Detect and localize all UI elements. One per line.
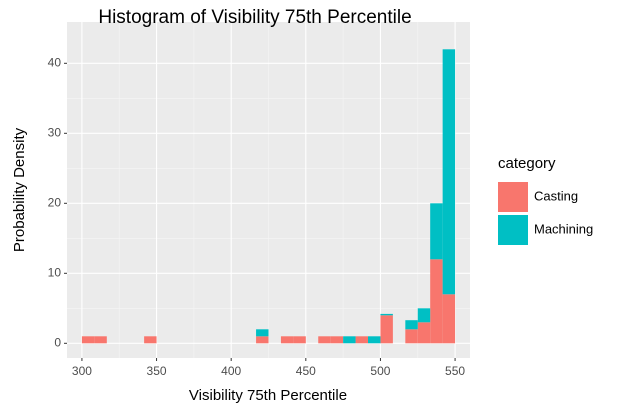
y-axis-title: Probability Density bbox=[11, 127, 28, 252]
legend-key bbox=[498, 215, 528, 245]
y-tick-label: 0 bbox=[54, 335, 61, 349]
x-tick-label: 550 bbox=[445, 364, 465, 378]
x-tick-label: 450 bbox=[296, 364, 316, 378]
bar bbox=[280, 336, 294, 344]
bar bbox=[318, 336, 331, 344]
legend-key bbox=[498, 182, 528, 212]
x-tick-label: 300 bbox=[72, 364, 92, 378]
bar bbox=[405, 320, 418, 330]
x-tick-label: 350 bbox=[147, 364, 167, 378]
bar bbox=[430, 203, 443, 260]
bar bbox=[293, 336, 306, 344]
bar bbox=[355, 336, 369, 344]
bar bbox=[330, 336, 344, 344]
bar bbox=[144, 336, 157, 344]
bar bbox=[368, 336, 381, 344]
bar bbox=[380, 313, 393, 316]
bar bbox=[442, 294, 456, 344]
bar bbox=[380, 315, 393, 344]
y-tick-label: 30 bbox=[48, 125, 62, 139]
bar bbox=[405, 329, 418, 344]
y-tick-label: 40 bbox=[48, 55, 62, 69]
bar bbox=[343, 336, 356, 344]
bar bbox=[256, 329, 269, 337]
x-tick-label: 400 bbox=[221, 364, 241, 378]
legend-title: category bbox=[498, 155, 556, 172]
legend-label: Machining bbox=[534, 221, 593, 236]
bar bbox=[417, 308, 431, 323]
bar bbox=[417, 322, 431, 344]
y-tick-label: 10 bbox=[48, 265, 62, 279]
x-tick-label: 500 bbox=[370, 364, 390, 378]
bar bbox=[442, 49, 456, 295]
chart-title: Histogram of Visibility 75th Percentile bbox=[98, 7, 411, 28]
y-tick-label: 20 bbox=[48, 195, 62, 209]
bar bbox=[256, 336, 269, 344]
legend-label: Casting bbox=[534, 188, 578, 203]
bar bbox=[430, 259, 443, 344]
bar bbox=[94, 336, 107, 344]
x-axis-title: Visibility 75th Percentile bbox=[189, 387, 347, 404]
bar bbox=[81, 336, 95, 344]
